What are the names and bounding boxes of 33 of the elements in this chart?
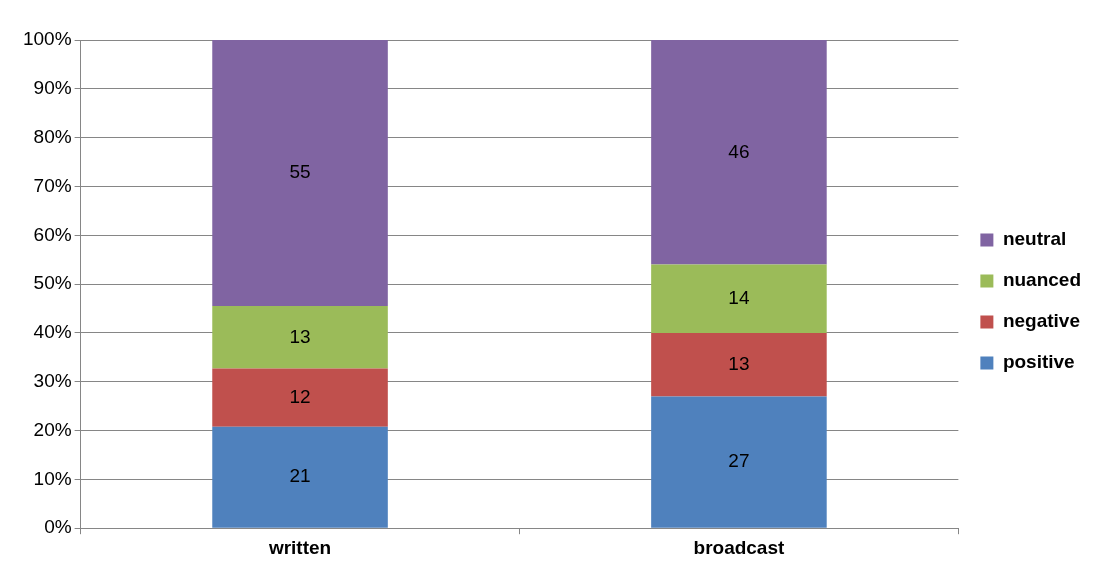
bar: [651, 264, 827, 333]
data-label: 27: [728, 450, 750, 472]
data-label: 12: [289, 385, 311, 407]
y-tick-label: 30%: [33, 369, 72, 391]
bar: [651, 332, 827, 397]
bar: [212, 306, 388, 369]
data-label: 21: [289, 465, 311, 487]
y-tick-label: 10%: [33, 467, 72, 489]
y-tick-label: 80%: [33, 125, 72, 147]
bar: [651, 40, 827, 265]
x-tick-label: written: [267, 536, 332, 558]
data-label: 13: [289, 325, 311, 347]
y-tick-label: 70%: [33, 174, 72, 196]
y-tick-label: 40%: [33, 321, 72, 343]
bar: [212, 368, 388, 427]
legend-label: negative: [1002, 310, 1080, 332]
y-tick-label: 20%: [33, 418, 72, 440]
legend-label: neutral: [1002, 228, 1067, 250]
y-tick-label: 90%: [33, 77, 72, 99]
legend-label: nuanced: [1002, 269, 1081, 291]
data-label: 13: [728, 352, 750, 374]
y-tick-label: 50%: [33, 272, 72, 294]
y-tick-label: 0%: [44, 516, 72, 538]
data-label: 14: [728, 286, 750, 308]
bar: [212, 40, 388, 307]
data-label: 46: [728, 140, 750, 162]
data-label: 55: [289, 161, 311, 183]
legend-label: positive: [1002, 351, 1075, 373]
y-tick-label: 60%: [33, 223, 72, 245]
bar: [212, 426, 388, 528]
x-tick-label: broadcast: [693, 536, 785, 558]
bar: [651, 396, 827, 528]
y-tick-label: 100%: [22, 28, 72, 50]
